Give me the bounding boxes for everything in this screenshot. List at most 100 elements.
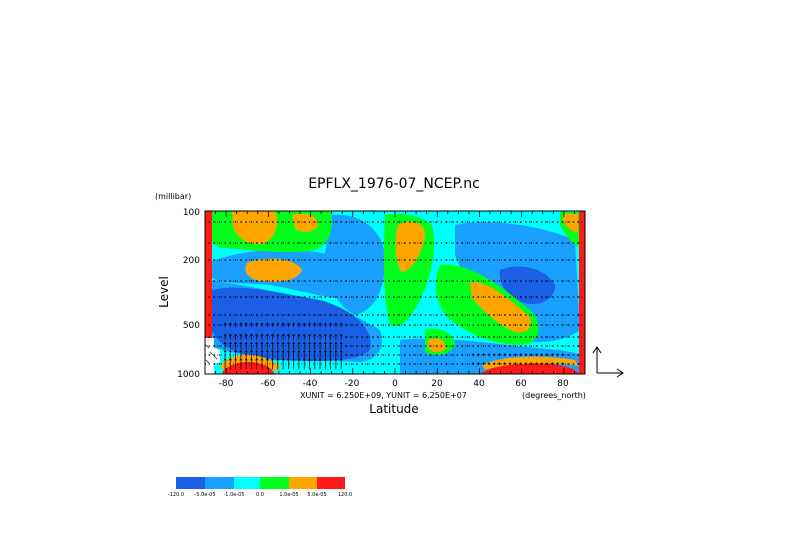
vector-dot [519,280,522,282]
vector-dot [356,324,358,326]
vector-dot [345,242,348,244]
vector-dot [509,324,511,326]
vector-dot [398,314,400,316]
vector-dot [419,221,422,223]
vector-dot [540,314,543,316]
vector-dot [409,242,411,244]
vector-dot [445,280,448,282]
vector-dot [488,345,490,347]
colorbar-swatch-6 [317,477,345,489]
vector-dot [414,363,416,365]
vector-dot [424,259,427,261]
vector-dot [340,314,342,316]
vector-dot [219,314,221,316]
vector-dot [456,324,459,326]
vector-dot [387,363,390,365]
vector-dot [387,242,390,244]
vector-dot [562,345,564,347]
vector-dot [366,259,369,261]
vector-dot [261,221,263,223]
vector-dot [271,259,274,261]
vector-arrow-head [271,333,275,336]
vector-dot [514,345,517,347]
vector-dot [403,336,406,338]
vector-dot [361,354,364,356]
vector-arrow-head [260,341,264,345]
vector-arrow-head [339,358,343,361]
vector-arrow-head [534,362,538,365]
vector-dot [345,296,348,298]
vector-dot [562,280,564,282]
vector-arrow-head [244,341,248,345]
vector-arrow-head [286,350,290,353]
vector-dot [509,259,511,261]
vector-dot [440,345,443,347]
vector-dot [277,242,279,244]
vector-dot [377,259,379,261]
vector-arrow-head [228,358,232,361]
vector-dot [382,259,385,261]
vector-dot [377,296,379,298]
vector-dot [287,221,290,223]
vector-dot [361,259,364,261]
vector-dot [419,354,422,356]
vector-dot [482,314,485,316]
vector-dot [493,324,495,326]
vector-dot [546,242,548,244]
vector-dot [504,296,506,298]
vector-dot [409,345,411,347]
vector-dot [398,221,400,223]
vector-dot [340,296,342,298]
vector-arrow-head [476,362,480,365]
vector-arrow-head [323,333,327,336]
vector-dot [224,221,226,223]
vector-arrow-head [239,333,243,336]
vector-dot [340,221,342,223]
vector-dot [324,296,327,298]
vector-arrow-head [228,341,232,345]
vector-dot [551,345,554,347]
vector-dot [435,221,437,223]
vector-dot [213,296,216,298]
vector-dot [445,296,448,298]
vector-dot [456,242,459,244]
vector-dot [234,280,237,282]
vector-dot [266,296,269,298]
vector-dot [277,314,279,316]
vector-dot [488,296,490,298]
vector-dot [356,354,358,356]
vector-dot [419,259,422,261]
vector-arrow-head [308,333,311,336]
vector-arrow-head [239,322,243,325]
vector-arrow-head [255,333,259,336]
vector-dot [414,345,416,347]
vector-dot [366,314,369,316]
x-axis-ticks [204,211,586,374]
vector-arrow-head [276,341,280,345]
vector-arrow-head [286,358,290,361]
vector-dot [530,280,532,282]
vector-arrow-head [297,358,301,361]
vector-dot [451,314,453,316]
vector-dot [271,314,274,316]
vector-dot [451,242,453,244]
vector-arrow-head [556,353,560,356]
chart-title: EPFLX_1976-07_NCEP.nc [308,176,480,192]
vector-dot [409,296,411,298]
vector-dot [356,345,358,347]
vector-dot [345,280,348,282]
vector-dot [509,296,511,298]
vector-arrow-head [265,333,269,336]
vector-arrow-head [302,341,306,345]
vector-arrow-head [482,362,486,365]
vector-dot [461,221,464,223]
colorbar-label-4: 0.0 [256,492,264,498]
vector-dot [382,242,385,244]
vector-dot [409,259,411,261]
vector-arrow-head [276,350,280,353]
vector-dot [488,314,490,316]
vector-dot [387,324,390,326]
vector-dot [324,221,327,223]
vector-dot [419,345,422,347]
vector-dot [514,296,517,298]
